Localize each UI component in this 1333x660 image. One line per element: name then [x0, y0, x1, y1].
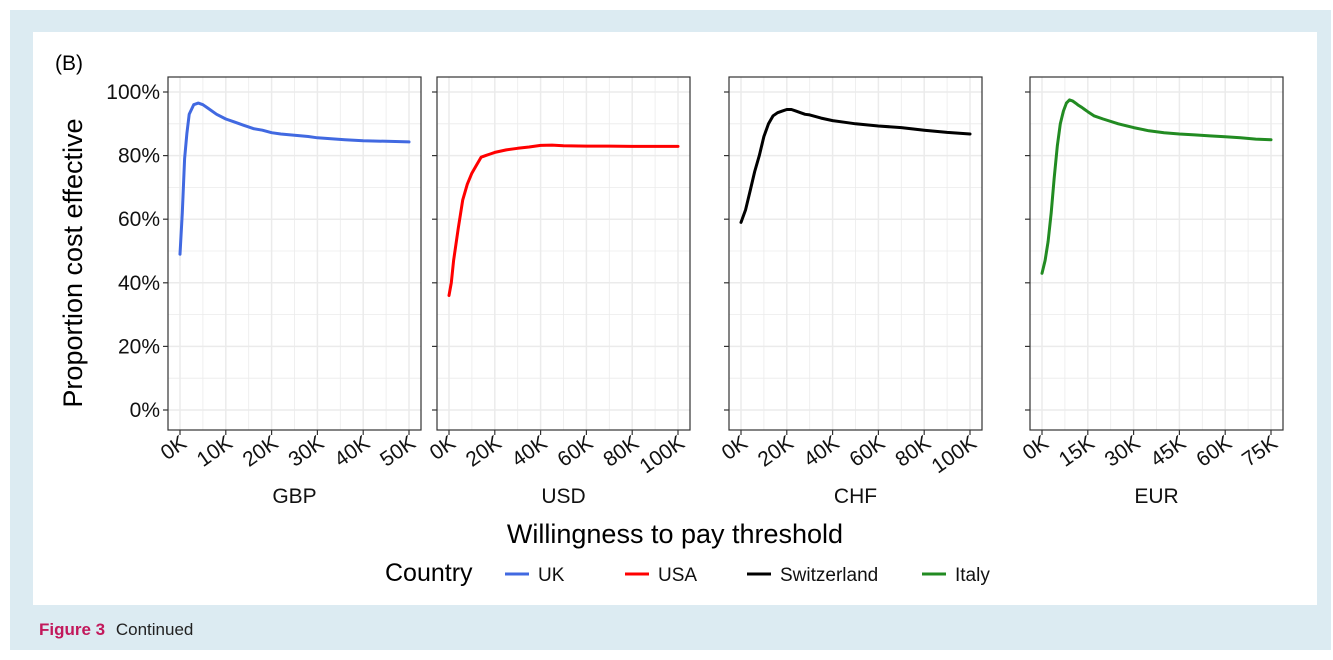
legend: Country UK USA Switzerland Italy [385, 559, 990, 587]
x-tick-label: 15K [1055, 431, 1099, 471]
x-tick-label: 80K [891, 431, 935, 471]
legend-label-italy: Italy [955, 565, 990, 586]
x-tick-label: 100K [635, 431, 688, 478]
chart-svg: 0%20%40%60%80%100%0K 10K 20K 30K 40K 50KGBP0K… [55, 52, 1284, 587]
panel-gbp: 0% 20% 40% 60% 80% 100% 0K 10K 20K 30K 40K 50K GBP [106, 76, 422, 508]
x-tick-label: 60K [553, 431, 597, 471]
facet-strip-label: EUR [1134, 485, 1178, 508]
figure-box: 0% 20% 40% 60% 80% 100% 0K 10K 20K 30K 40K 50K GBP 0K… [10, 10, 1331, 650]
series-line-uk [178, 101, 411, 256]
legend-label-usa: USA [658, 565, 697, 586]
y-tick-label: 100% [106, 81, 160, 104]
y-tick-label: 80% [118, 145, 160, 168]
x-tick-label: 40K [508, 431, 552, 471]
x-tick-label: 10K [193, 431, 237, 471]
x-tick-label: 100K [927, 431, 980, 478]
x-tick-label: 60K [1192, 431, 1236, 471]
series-line-usa [447, 143, 680, 297]
y-axis-title: Proportion cost effective [58, 118, 88, 407]
x-tick-label: 0K [1019, 431, 1053, 465]
legend-label-switzerland: Switzerland [780, 565, 878, 586]
x-tick-label: 30K [1101, 431, 1145, 471]
panel-frame [1029, 76, 1284, 431]
x-tick-label: 0K [157, 431, 191, 465]
y-tick-label: 0% [130, 399, 160, 422]
x-tick-label: 45K [1146, 431, 1190, 471]
plot-area: 0% 20% 40% 60% 80% 100% 0K 10K 20K 30K 40K 50K GBP 0K… [33, 32, 1317, 605]
facet-strip-label: CHF [834, 485, 877, 508]
legend-title: Country [385, 559, 473, 587]
x-tick-label: 0K [718, 431, 752, 465]
panel-frame [436, 76, 691, 431]
series-line-italy [1040, 98, 1273, 275]
x-tick-label: 30K [284, 431, 328, 471]
facet-strip-label: USD [541, 485, 585, 508]
panel-frame [167, 76, 422, 431]
x-tick-label: 20K [239, 431, 283, 471]
y-tick-label: 40% [118, 272, 160, 295]
x-tick-label: 20K [754, 431, 798, 471]
y-tick-label: 20% [118, 335, 160, 358]
figure-caption: Figure 3 Continued [39, 620, 193, 640]
x-tick-label: 0K [426, 431, 460, 465]
x-tick-label: 75K [1238, 431, 1282, 471]
panels-layer: 0%20%40%60%80%100%0K 10K 20K 30K 40K 50KGBP0K… [106, 76, 1284, 508]
facet-strip-label: GBP [272, 485, 316, 508]
x-tick-label: 80K [599, 431, 643, 471]
panel-eur: 0K 15K 30K 45K 60K 75K EUR [1019, 76, 1284, 508]
panel-frame [728, 76, 983, 431]
x-tick-label: 20K [462, 431, 506, 471]
legend-label-uk: UK [538, 565, 565, 586]
x-axis-title: Willingness to pay threshold [507, 519, 843, 549]
panel-tag: (B) [55, 52, 83, 75]
series-line-switzerland [739, 108, 972, 224]
x-tick-label: 50K [376, 431, 420, 471]
figure-label: Figure 3 [39, 620, 106, 639]
x-tick-label: 40K [800, 431, 844, 471]
figure-caption-text: Continued [115, 620, 194, 639]
x-tick-label: 60K [845, 431, 889, 471]
x-tick-label: 40K [330, 431, 374, 471]
y-tick-label: 60% [118, 208, 160, 231]
